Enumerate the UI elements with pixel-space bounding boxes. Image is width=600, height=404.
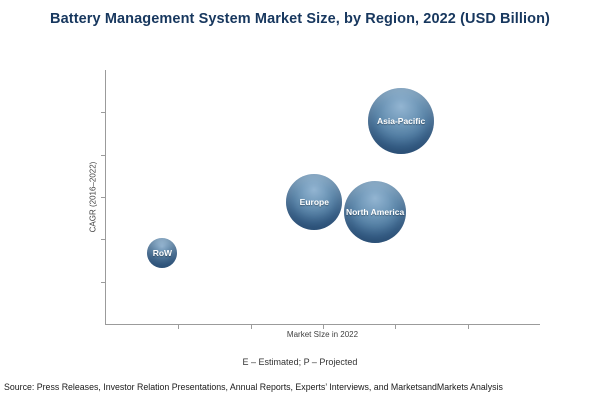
bubble-europe: Europe xyxy=(286,174,343,231)
bubble-label: North America xyxy=(345,207,405,218)
y-axis-tick xyxy=(101,155,105,156)
bubble-north-america: North America xyxy=(344,181,407,244)
y-axis-tick xyxy=(101,282,105,283)
bubble-row: RoW xyxy=(147,237,178,268)
x-axis-tick xyxy=(395,325,396,329)
bubble-label: RoW xyxy=(152,247,173,258)
x-axis-tick xyxy=(178,325,179,329)
bubble-label: Europe xyxy=(299,197,329,208)
y-axis-tick xyxy=(101,239,105,240)
y-axis-tick xyxy=(101,197,105,198)
y-axis-label: CAGR (2016–2022) xyxy=(88,161,98,233)
y-axis-tick xyxy=(101,112,105,113)
x-axis-tick xyxy=(323,325,324,329)
x-axis-tick xyxy=(251,325,252,329)
page-title: Battery Management System Market Size, b… xyxy=(50,11,550,27)
footnote: E – Estimated; P – Projected xyxy=(242,357,358,367)
bubble-asia-pacific: Asia-Pacific xyxy=(368,87,435,154)
x-axis-tick xyxy=(468,325,469,329)
plot-area: Asia-Pacific North America Europe RoW xyxy=(101,70,540,329)
bubble-label: Asia-Pacific xyxy=(377,115,426,126)
x-axis-label: Market SIze in 2022 xyxy=(286,330,359,339)
source-line: Source: Press Releases, Investor Relatio… xyxy=(4,382,503,392)
